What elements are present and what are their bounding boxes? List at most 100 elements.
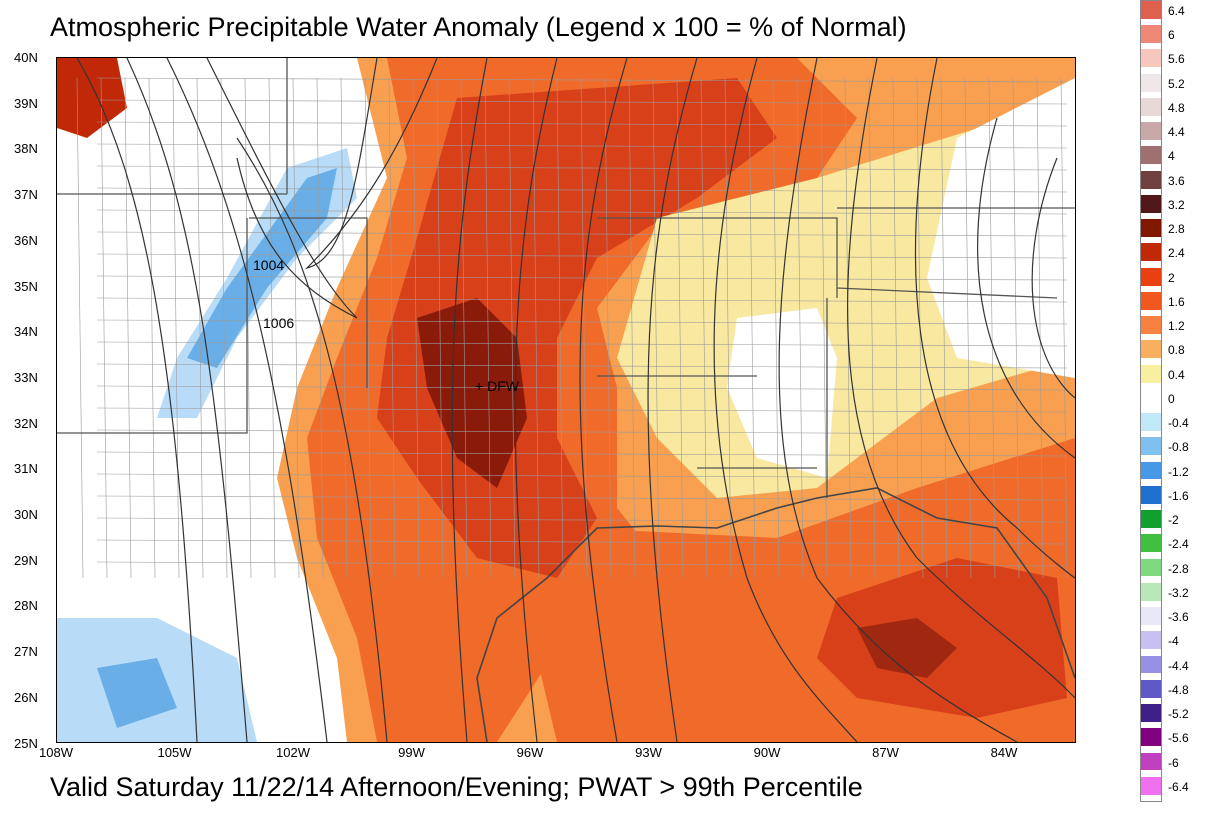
legend-label: -3.6 [1168,610,1189,625]
latitude-label: 26N [14,689,38,705]
longitude-label: 108W [39,745,73,760]
county-line [96,231,1068,237]
legend-label: 4.4 [1168,125,1185,140]
county-line [724,77,732,579]
isobar-line [76,58,198,742]
legend-label: -6.4 [1168,779,1189,794]
county-line [484,77,492,579]
legend-swatch [1141,413,1161,431]
legend-swatch [1141,340,1161,359]
latitude-label: 36N [14,232,38,248]
state-boundaries [57,58,1075,498]
isobar-label-layer: 1004 1006 [253,257,294,331]
state-line [57,218,248,434]
county-line [1060,77,1068,579]
legend-label: 2.4 [1168,246,1185,261]
legend-label: -2.8 [1168,561,1189,576]
longitude-label: 102W [276,745,310,760]
longitude-label: 87W [872,745,899,760]
legend-label: 1.6 [1168,294,1185,309]
legend-label: 0 [1168,391,1175,406]
legend-label: 6 [1168,28,1175,43]
county-line [940,77,948,579]
legend-swatch [1141,704,1161,722]
isobar-line [305,58,438,270]
map-title: Atmospheric Precipitable Water Anomaly (… [50,12,907,42]
latitude-label: 34N [14,324,38,340]
county-line [316,77,324,579]
legend-swatch [1141,1,1161,19]
shade-dark [417,298,527,488]
isobar-line [126,58,248,742]
county-line [96,429,1068,435]
valid-time-caption: Valid Saturday 11/22/14 Afternoon/Evenin… [50,772,863,802]
county-line [172,77,180,579]
county-line [96,165,1068,171]
county-line [96,99,1068,105]
isobar-line [847,58,1075,699]
legend-swatch [1141,122,1161,141]
county-line [412,77,420,579]
isobar-label: 1004 [253,257,284,273]
county-line [820,77,828,579]
county-line [96,363,1068,369]
county-line [96,517,1068,523]
legend-label: -4 [1168,634,1179,649]
county-line [196,77,204,579]
county-line [292,77,300,579]
legend-label: 5.6 [1168,52,1185,67]
county-line [96,385,1068,391]
county-line [652,77,660,579]
legend-label: -4.8 [1168,682,1189,697]
legend-swatch [1141,49,1161,68]
isobar-label: 1006 [263,315,294,331]
legend-swatch [1141,146,1161,165]
county-line [96,121,1068,127]
longitude-label: 105W [157,745,192,760]
county-line [508,77,516,579]
longitude-label: 93W [635,745,662,760]
legend-label: -5.2 [1168,707,1189,722]
color-legend [1140,0,1162,802]
county-line [148,77,156,579]
latitude-label: 39N [14,95,38,111]
isobar-line [647,58,698,742]
legend-label: 3.6 [1168,173,1185,188]
map-plot-area: 1004 1006 + DFW [56,57,1076,743]
legend-swatch [1141,364,1161,383]
legend-swatch [1141,679,1161,698]
legend-swatch [1141,558,1161,577]
state-line [836,287,1058,299]
county-line [96,495,1068,501]
county-line [964,77,972,579]
legend-label: 4.8 [1168,100,1185,115]
legend-swatch [1141,510,1161,528]
legend-label: 6.4 [1168,4,1185,18]
shade-pale-white [727,308,837,478]
legend-swatch [1141,485,1161,504]
legend-label: -1.6 [1168,488,1189,503]
isobar-contours [76,58,1075,742]
latitude-label: 32N [14,415,38,431]
legend-swatch [1141,97,1161,116]
dfw-marker: + DFW [475,378,520,394]
legend-label: -3.2 [1168,585,1189,600]
legend-swatch [1141,437,1161,456]
shade-negative-sw-core [97,658,177,728]
county-line [1036,77,1044,579]
legend-label: 4 [1168,149,1175,164]
county-line [628,77,636,579]
county-line [244,77,252,579]
latitude-label: 28N [14,598,38,614]
isobar-line [451,58,488,742]
legend-swatch [1141,607,1161,625]
latitude-label: 30N [14,507,38,522]
county-line [96,407,1068,413]
legend-swatch [1141,582,1161,601]
longitude-label: 96W [516,745,544,760]
county-line [96,473,1068,479]
legend-label: -5.6 [1168,731,1189,746]
county-line [700,77,708,579]
legend-label: 3.2 [1168,197,1185,212]
legend-label: -1.2 [1168,464,1189,479]
